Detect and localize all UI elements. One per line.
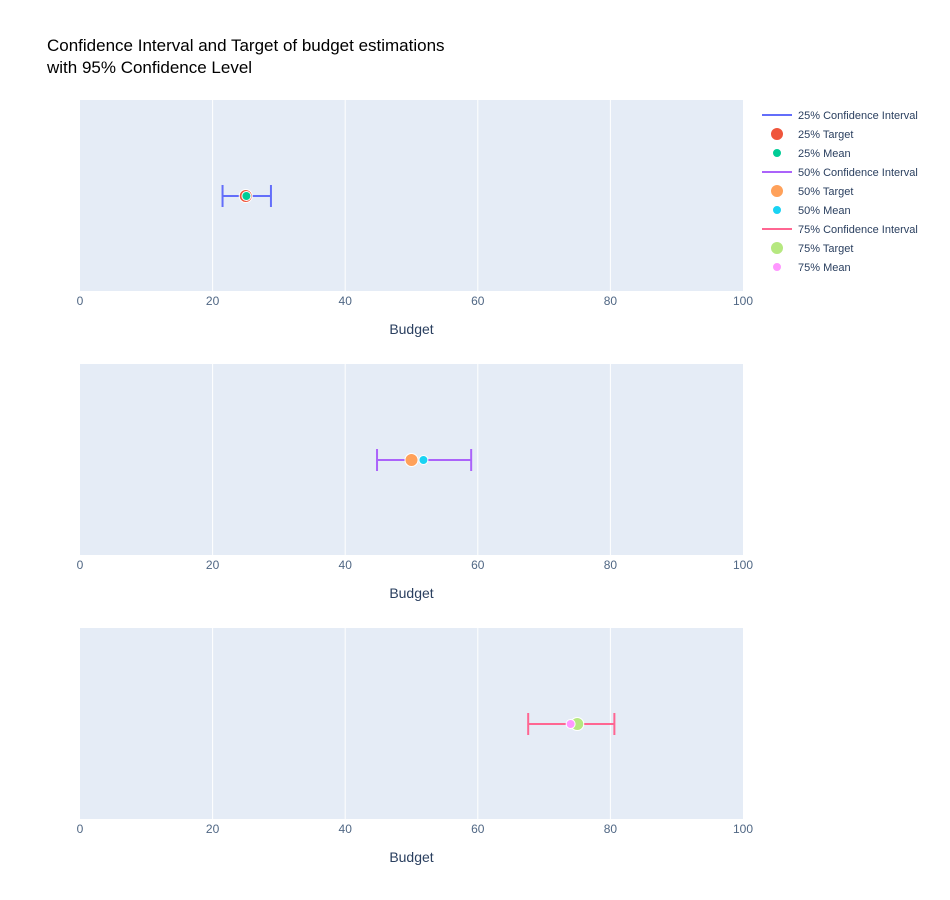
subplot-1: 0 20 40 60 80 100 Budget — [77, 100, 753, 337]
x-tick-label: 100 — [733, 822, 753, 836]
legend-item-target-1[interactable]: 25% Target — [770, 127, 854, 142]
subplots: 0 20 40 60 80 100 Budget 0 20 40 60 80 100 Budget 0 20 4… — [77, 100, 753, 865]
x-tick-label: 100 — [733, 294, 753, 308]
x-axis-title: Budget — [389, 849, 433, 865]
legend-item-target-3[interactable]: 75% Target — [770, 241, 854, 256]
legend-marker-swatch — [772, 262, 782, 272]
x-tick-label: 20 — [206, 822, 220, 836]
x-tick-label: 80 — [604, 822, 618, 836]
x-tick-label: 80 — [604, 294, 618, 308]
legend-item-mean-1[interactable]: 25% Mean — [772, 148, 851, 160]
x-tick-label: 40 — [339, 294, 353, 308]
x-tick-label: 60 — [471, 294, 485, 308]
legend-item-mean-2[interactable]: 50% Mean — [772, 205, 851, 217]
plot-background — [80, 100, 743, 291]
x-tick-label: 80 — [604, 558, 618, 572]
mean-point-1[interactable] — [241, 191, 252, 201]
legend-label: 75% Target — [798, 243, 853, 255]
legend-item-ci-1[interactable]: 25% Confidence Interval — [762, 110, 918, 122]
legend-label: 25% Target — [798, 129, 853, 141]
legend-marker-swatch — [772, 148, 782, 158]
chart-title-line-1: Confidence Interval and Target of budget… — [47, 36, 445, 55]
legend-label: 25% Confidence Interval — [798, 110, 918, 122]
x-tick-label: 20 — [206, 558, 220, 572]
subplot-2: 0 20 40 60 80 100 Budget — [77, 364, 753, 601]
legend-marker-swatch — [770, 127, 784, 141]
legend-marker-swatch — [770, 184, 784, 198]
legend[interactable]: 25% Confidence Interval 25% Target 25% Mea… — [762, 110, 918, 274]
x-tick-label: 100 — [733, 558, 753, 572]
subplot-3: 0 20 40 60 80 100 Budget — [77, 628, 753, 865]
x-tick-label: 0 — [77, 294, 84, 308]
x-axis-title: Budget — [389, 321, 433, 337]
mean-point-3[interactable] — [565, 719, 576, 729]
legend-item-mean-3[interactable]: 75% Mean — [772, 262, 851, 274]
x-tick-label: 0 — [77, 558, 84, 572]
target-point-2[interactable] — [404, 453, 419, 467]
legend-label: 75% Confidence Interval — [798, 224, 918, 236]
legend-item-target-2[interactable]: 50% Target — [770, 184, 854, 199]
legend-label: 25% Mean — [798, 148, 851, 160]
chart-title-line-2: with 95% Confidence Level — [46, 58, 252, 77]
legend-item-ci-3[interactable]: 75% Confidence Interval — [762, 224, 918, 236]
mean-point-2[interactable] — [418, 455, 429, 465]
x-tick-label: 40 — [339, 558, 353, 572]
legend-marker-swatch — [770, 241, 784, 255]
legend-label: 50% Target — [798, 186, 853, 198]
x-tick-label: 60 — [471, 558, 485, 572]
x-tick-label: 60 — [471, 822, 485, 836]
legend-marker-swatch — [772, 205, 782, 215]
legend-item-ci-2[interactable]: 50% Confidence Interval — [762, 167, 918, 179]
legend-label: 75% Mean — [798, 262, 851, 274]
chart-title: Confidence Interval and Target of budget… — [46, 36, 445, 77]
x-tick-label: 40 — [339, 822, 353, 836]
x-tick-label: 20 — [206, 294, 220, 308]
plot-background — [80, 628, 743, 819]
legend-label: 50% Mean — [798, 205, 851, 217]
x-axis-title: Budget — [389, 585, 433, 601]
legend-label: 50% Confidence Interval — [798, 167, 918, 179]
x-tick-label: 0 — [77, 822, 84, 836]
